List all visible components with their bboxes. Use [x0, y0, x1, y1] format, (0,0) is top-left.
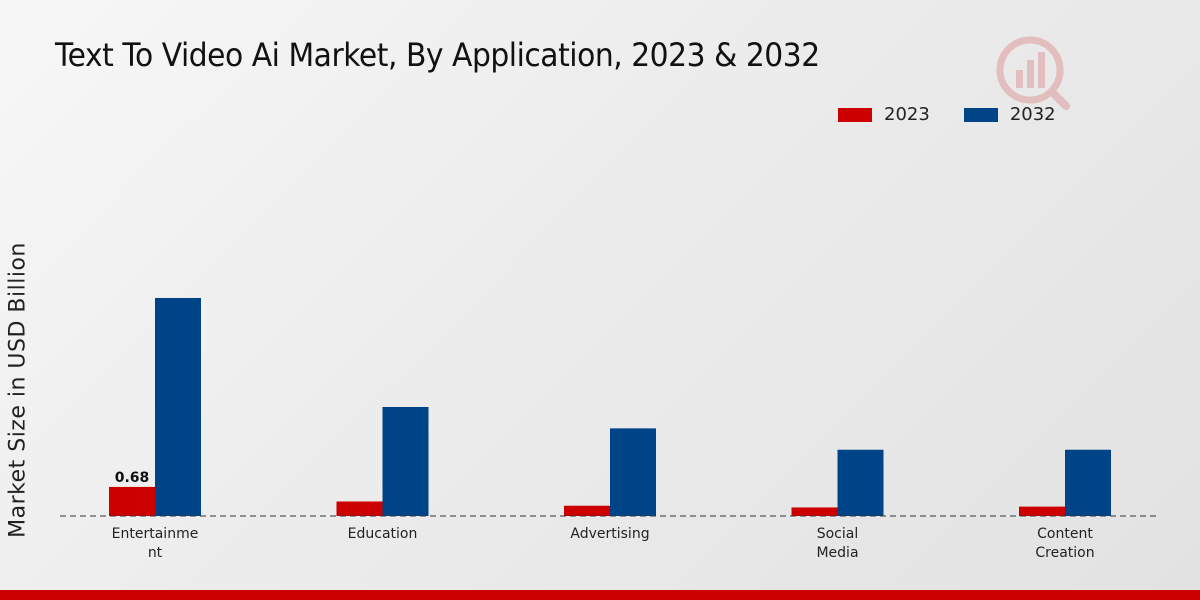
bar-2023-4	[1019, 506, 1065, 516]
bar-2023-3	[791, 507, 838, 516]
x-tick-label-4-1: Creation	[1035, 545, 1094, 561]
x-tick-label-3-0: Social	[817, 526, 859, 542]
x-tick-label-2-0: Advertising	[570, 526, 649, 542]
chart-legend: 2023 2032	[838, 104, 1090, 125]
bar-2032-4	[1065, 449, 1111, 516]
footer-accent-bar	[0, 590, 1200, 600]
bar-2032-0	[155, 297, 201, 516]
legend-swatch-2023	[838, 107, 872, 122]
legend-item-2032: 2032	[963, 104, 1056, 125]
legend-label-2023: 2023	[884, 104, 930, 125]
x-tick-label-4-0: Content	[1037, 526, 1093, 542]
bar-2032-1	[382, 406, 429, 516]
data-label-0: 0.68	[115, 470, 150, 486]
legend-item-2023: 2023	[838, 104, 930, 125]
bar-2023-2	[564, 505, 610, 516]
x-tick-label-1-0: Education	[348, 526, 418, 542]
x-tick-label-3-1: Media	[816, 545, 858, 561]
x-tick-label-0-1: nt	[148, 545, 163, 561]
research-logo-icon	[996, 36, 1070, 110]
legend-swatch-2032	[963, 107, 998, 122]
bar-2023-1	[336, 501, 383, 516]
legend-label-2032: 2032	[1009, 104, 1056, 125]
bar-2023-0	[109, 486, 155, 516]
bar-2032-2	[610, 428, 656, 516]
chart-title: Text To Video Ai Market, By Application,…	[55, 36, 820, 74]
x-tick-label-0-0: Entertainme	[112, 526, 199, 542]
bar-2032-3	[837, 449, 884, 516]
